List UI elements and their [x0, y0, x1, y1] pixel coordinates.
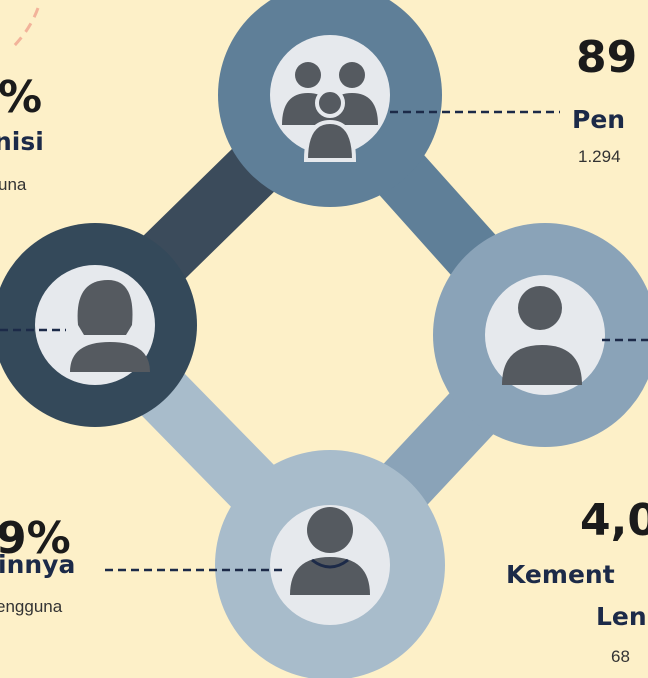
percent: %: [0, 72, 42, 123]
label: Pen: [572, 105, 625, 134]
users: 68: [611, 647, 630, 666]
node-right: [433, 223, 648, 447]
node-top: [218, 0, 442, 207]
label: Len: [596, 602, 647, 631]
label: Kement: [506, 560, 615, 589]
percent: 89: [576, 32, 637, 83]
label: nisi: [0, 127, 44, 156]
label: innya: [0, 550, 75, 579]
decor-curve: [10, 7, 40, 50]
node-bottom: [215, 450, 445, 678]
users: 1.294: [578, 147, 621, 166]
users: una: [0, 175, 27, 194]
node-left: [0, 223, 197, 427]
percent: 4,0: [580, 495, 648, 546]
users: engguna: [0, 597, 63, 616]
percent: 9%: [0, 513, 71, 564]
